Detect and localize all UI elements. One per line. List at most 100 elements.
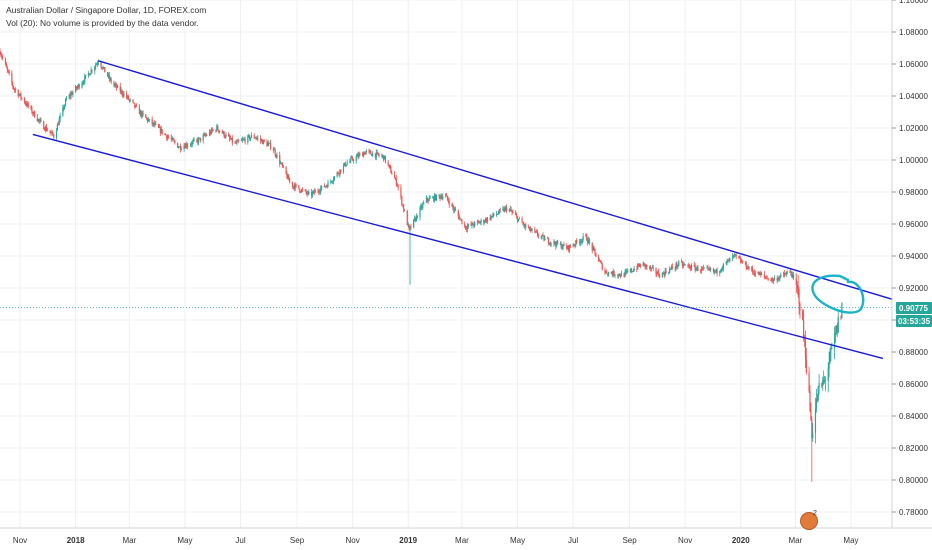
candle-body — [64, 105, 66, 109]
candle-body — [814, 408, 817, 434]
candle-body — [524, 224, 526, 227]
candle-body — [331, 181, 334, 183]
candle-body — [485, 218, 487, 222]
candle-body — [159, 127, 161, 133]
candle-body — [546, 238, 549, 240]
annotation-circle[interactable] — [811, 274, 865, 314]
candle-body — [393, 174, 396, 179]
candle-body — [46, 130, 48, 132]
candle-body — [122, 94, 124, 96]
candle-body — [678, 261, 680, 266]
candle-body — [823, 379, 825, 381]
candle-body — [604, 269, 606, 273]
candle-body — [764, 276, 766, 278]
candle-body — [205, 135, 207, 136]
candle-body — [171, 138, 173, 140]
candle-body — [43, 121, 45, 130]
candle-body — [2, 57, 4, 59]
candle-body — [235, 142, 237, 144]
candle-body — [817, 386, 819, 401]
candle-body — [544, 238, 546, 241]
candle-body — [617, 275, 619, 277]
candle-body — [280, 163, 283, 164]
candle-body — [572, 245, 574, 247]
candle-body — [461, 219, 463, 224]
candle-body — [720, 270, 722, 272]
candle-body — [30, 106, 32, 108]
candle-body — [489, 217, 491, 220]
candle-body — [464, 225, 467, 229]
candle-body — [396, 184, 398, 186]
candle-body — [663, 273, 665, 276]
x-tick-label: Jul — [568, 536, 578, 545]
candle-body — [618, 274, 620, 276]
candle-body — [241, 139, 243, 141]
candle-body — [664, 270, 666, 276]
candle-body — [675, 263, 677, 269]
candle-body — [243, 139, 245, 141]
candle-body — [767, 277, 769, 280]
candle-body — [198, 137, 201, 139]
candle-body — [531, 229, 533, 231]
candle-body — [830, 348, 832, 352]
y-tick-label: 0.92000 — [899, 284, 928, 293]
candle-body — [613, 271, 615, 276]
candle-body — [262, 139, 264, 144]
candle-body — [91, 69, 93, 72]
candle-body — [193, 139, 195, 141]
candle-body — [639, 264, 642, 267]
candle-body — [492, 213, 494, 217]
candle-body — [206, 135, 208, 136]
candle-body — [828, 362, 830, 369]
x-tick-label: May — [843, 536, 858, 545]
candle-body — [12, 82, 14, 87]
candle-body — [273, 149, 275, 151]
candle-body — [713, 270, 715, 272]
candle-body — [394, 178, 397, 179]
candle-body — [183, 146, 185, 150]
price-axis[interactable]: 0.78000 0.80000 0.82000 0.84000 0.86000 0.880… — [891, 0, 932, 550]
candle-body — [709, 268, 711, 270]
candle-body — [578, 242, 581, 244]
candle-body — [731, 256, 734, 258]
candle-body — [145, 114, 147, 118]
candle-body — [669, 268, 672, 270]
candle-body — [371, 154, 373, 157]
candle-body — [416, 215, 418, 218]
candle-body — [95, 64, 97, 68]
candle-body — [0, 51, 1, 54]
candle-body — [377, 152, 379, 155]
candle-body — [345, 164, 347, 167]
candle-body — [115, 84, 117, 86]
candle-body — [298, 185, 300, 189]
idea-icon[interactable] — [800, 512, 818, 530]
candle-body — [566, 245, 568, 249]
time-axis[interactable]: Nov 2018 Mar May Jul Sep Nov 2019 Mar May Jul Sep No… — [0, 527, 932, 545]
candle-body — [516, 216, 519, 222]
candle-body — [479, 222, 481, 224]
candle-body — [638, 263, 640, 267]
trend-channel[interactable] — [32, 60, 893, 360]
candle-body — [224, 136, 226, 138]
candle-body — [803, 338, 806, 340]
candle-body — [104, 66, 106, 73]
candle-body — [594, 249, 596, 253]
candle-body — [340, 169, 342, 172]
candle-body — [218, 129, 220, 132]
candle-body — [77, 84, 79, 87]
candle-body — [746, 268, 748, 269]
candle-body — [816, 398, 818, 401]
candle-body — [102, 67, 104, 69]
candle-body — [234, 142, 236, 144]
candle-body — [611, 273, 613, 276]
candle-body — [503, 208, 505, 212]
candle-body — [671, 266, 674, 269]
candle-body — [719, 270, 721, 274]
candle-body — [496, 214, 499, 215]
candle-body — [413, 219, 415, 228]
candle-body — [191, 141, 193, 145]
y-tick-label: 1.10000 — [899, 0, 928, 5]
candle-body — [683, 264, 685, 266]
candle-body — [516, 215, 518, 217]
